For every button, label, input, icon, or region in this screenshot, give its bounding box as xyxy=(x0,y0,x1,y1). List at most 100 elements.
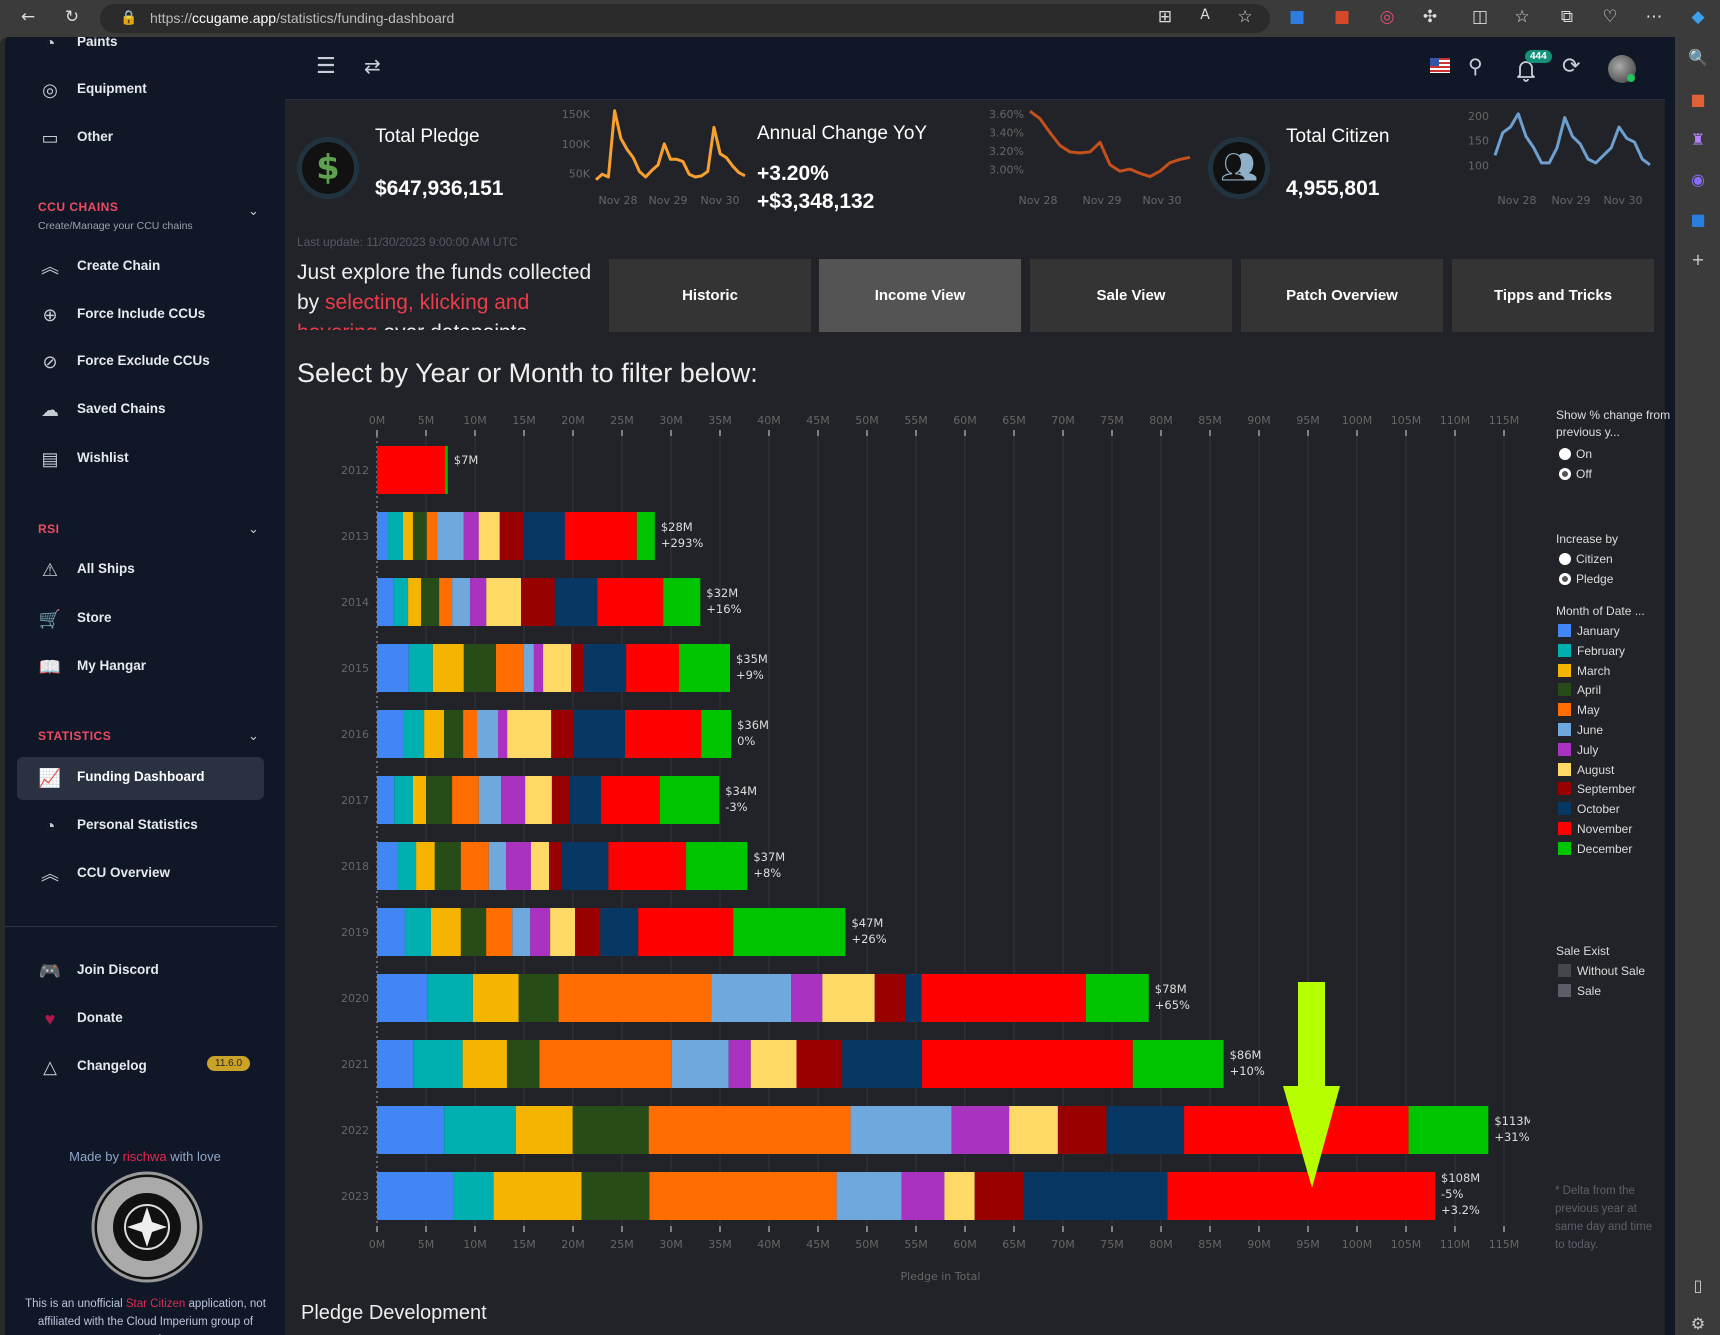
hamburger-menu-icon[interactable]: ☰ xyxy=(316,54,336,79)
clipboard-list-icon: ▤ xyxy=(41,449,59,469)
search-sidebar-icon[interactable]: 🔍 xyxy=(1688,48,1708,67)
bar-segment-may xyxy=(460,842,489,890)
tab-historic[interactable]: Historic xyxy=(609,259,811,332)
outlook-icon[interactable]: ■ xyxy=(1690,210,1706,229)
citizen-sparkline[interactable]: 200 150 100 Nov 28 Nov 29 Nov 30 xyxy=(1455,108,1655,208)
bar-segment-march xyxy=(416,842,435,890)
pct-option-on[interactable]: On xyxy=(1559,447,1592,461)
bar-segment-september xyxy=(499,512,524,560)
x-tick-label-bottom: 25M xyxy=(610,1238,634,1251)
legend-item-april[interactable]: April xyxy=(1558,683,1636,703)
tab-patch-overview[interactable]: Patch Overview xyxy=(1241,259,1443,332)
sidebar-item-saved-chains[interactable]: ☁ Saved Chains xyxy=(5,390,285,430)
read-aloud-icon[interactable]: A xyxy=(1200,7,1210,23)
radio-selected-icon[interactable] xyxy=(1559,468,1571,480)
sidebar-item-my-hangar[interactable]: 📖 My Hangar xyxy=(5,647,285,687)
pct-option-off[interactable]: Off xyxy=(1559,467,1592,481)
bar-segment-september xyxy=(548,842,563,890)
sidebar-item-force-include[interactable]: ⊕ Force Include CCUs xyxy=(5,295,285,335)
sidebar-item-label: Personal Statistics xyxy=(77,817,198,832)
pledge-sparkline[interactable]: 150K 100K 50K Nov 28 Nov 29 Nov 30 xyxy=(548,108,750,208)
more-menu-icon[interactable]: ⋯ xyxy=(1645,7,1663,27)
legend-item-december[interactable]: December xyxy=(1558,841,1636,862)
yoy-sparkline[interactable]: 3.60% 3.40% 3.20% 3.00% Nov 28 Nov 29 Nov 30 xyxy=(990,108,1195,208)
tab-income-view[interactable]: Income View xyxy=(819,259,1021,332)
sidebar-item-equipment[interactable]: ◎ Equipment xyxy=(5,70,285,110)
sidebar-item-donate[interactable]: ♥ Donate xyxy=(5,999,285,1039)
sidebar-item-create-chain[interactable]: ︽ Create Chain xyxy=(5,247,285,287)
sidebar-item-personal-statistics[interactable]: ◔ Personal Statistics xyxy=(5,806,285,846)
sidebar-item-ccu-overview[interactable]: ︽ CCU Overview xyxy=(5,854,285,894)
sidebar-item-wishlist[interactable]: ▤ Wishlist xyxy=(5,439,285,479)
games-icon[interactable]: ♜ xyxy=(1690,130,1706,149)
extension-windows-icon[interactable]: ■ xyxy=(1288,7,1306,27)
legend-item-march[interactable]: March xyxy=(1558,663,1636,684)
us-flag-icon[interactable] xyxy=(1430,58,1450,73)
sidebar-item-label: Force Include CCUs xyxy=(77,306,206,321)
bar-data-label: +16% xyxy=(706,602,741,616)
legend-swatch xyxy=(1558,821,1571,835)
sidebar-item-funding-dashboard[interactable]: 📈 Funding Dashboard xyxy=(5,758,285,798)
sidebar-item-changelog[interactable]: △ Changelog 11.6.0 xyxy=(5,1047,285,1087)
address-bar[interactable]: 🔒 https://ccugame.app/statistics/funding-… xyxy=(100,4,1270,33)
extension-target-icon[interactable]: ◎ xyxy=(1379,7,1395,27)
swap-arrows-icon[interactable]: ⇄ xyxy=(364,54,381,78)
sidebar-toggle-icon[interactable]: ▯ xyxy=(1693,1276,1703,1295)
favorites-icon[interactable]: ☆ xyxy=(1514,7,1530,27)
legend-item-may[interactable]: May xyxy=(1558,703,1636,723)
intro-post: over datapoints xyxy=(378,321,527,330)
extensions-puzzle-icon[interactable]: ✣ xyxy=(1422,7,1438,27)
tab-sale-view[interactable]: Sale View xyxy=(1030,259,1232,332)
funding-stacked-bar-chart[interactable]: 0M 0M 5M 5M 10M 10M 15M 15M 20M 20M 25M 25M 30M 30M 35… xyxy=(330,400,1530,1290)
legend-item-january[interactable]: January xyxy=(1558,624,1636,644)
author-link[interactable]: rischwa xyxy=(122,1149,167,1164)
settings-icon[interactable]: ⚙ xyxy=(1690,1314,1706,1333)
reload-icon[interactable]: ↻ xyxy=(64,7,80,27)
bar-segment-october xyxy=(584,644,627,692)
star-citizen-link[interactable]: Star Citizen xyxy=(125,1298,186,1310)
favorite-star-icon[interactable]: ☆ xyxy=(1237,7,1253,27)
sparkline-y-tick: 3.00% xyxy=(990,163,1024,176)
chevron-down-icon[interactable]: ⌄ xyxy=(248,204,259,219)
legend-item-february[interactable]: February xyxy=(1558,643,1636,664)
back-icon[interactable]: ← xyxy=(20,7,36,27)
legend-item-without-sale[interactable]: Without Sale xyxy=(1558,964,1645,978)
radio-selected-icon[interactable] xyxy=(1559,573,1571,585)
radio-icon[interactable] xyxy=(1559,448,1571,460)
legend-item-july[interactable]: July xyxy=(1558,742,1636,763)
extension-red-icon[interactable]: ■ xyxy=(1333,7,1351,27)
refresh-icon[interactable]: ⟳ xyxy=(1562,54,1581,79)
sidebar-item-all-ships[interactable]: ⚠ All Ships xyxy=(5,550,285,590)
legend-item-october[interactable]: October xyxy=(1558,802,1636,822)
sidebar-item-paints[interactable]: ◔ Paints xyxy=(5,37,285,63)
collections-icon[interactable]: ⧉ xyxy=(1560,7,1574,27)
legend-item-sale[interactable]: Sale xyxy=(1558,984,1601,998)
sidebar-item-force-exclude[interactable]: ⊘ Force Exclude CCUs xyxy=(5,342,285,382)
sidebar-item-join-discord[interactable]: 🎮 Join Discord xyxy=(5,951,285,991)
bar-segment-october xyxy=(569,776,601,824)
tools-icon[interactable]: ■ xyxy=(1690,90,1706,109)
legend-item-august[interactable]: August xyxy=(1558,762,1636,783)
copilot-icon[interactable]: ◆ xyxy=(1691,7,1705,27)
add-icon[interactable]: + xyxy=(1691,250,1705,269)
x-tick-label-top: 5M xyxy=(418,414,435,427)
tab-tipps-and-tricks[interactable]: Tipps and Tricks xyxy=(1452,259,1654,332)
copilot-sidebar-icon[interactable]: ◉ xyxy=(1691,170,1705,189)
legend-item-november[interactable]: November xyxy=(1558,821,1636,842)
increase-option-citizen[interactable]: Citizen xyxy=(1559,552,1613,566)
app-available-icon[interactable]: ⊞ xyxy=(1157,7,1173,27)
sidebar-item-label: Donate xyxy=(77,1010,123,1025)
browser-essentials-icon[interactable]: ♡ xyxy=(1602,7,1618,27)
radio-icon[interactable] xyxy=(1559,553,1571,565)
bar-data-label: $32M xyxy=(706,586,738,600)
legend-item-june[interactable]: June xyxy=(1558,722,1636,743)
legend-item-september[interactable]: September xyxy=(1558,782,1636,802)
chevron-down-icon[interactable]: ⌄ xyxy=(248,729,259,744)
sidebar-item-store[interactable]: 🛒 Store xyxy=(5,599,285,639)
search-icon[interactable]: ⚲ xyxy=(1468,54,1483,78)
sidebar-item-other[interactable]: ▭ Other xyxy=(5,118,285,158)
increase-option-pledge[interactable]: Pledge xyxy=(1559,572,1613,586)
split-screen-icon[interactable]: ◫ xyxy=(1471,7,1489,27)
chevron-down-icon[interactable]: ⌄ xyxy=(248,522,259,537)
bar-segment-october xyxy=(905,974,922,1022)
